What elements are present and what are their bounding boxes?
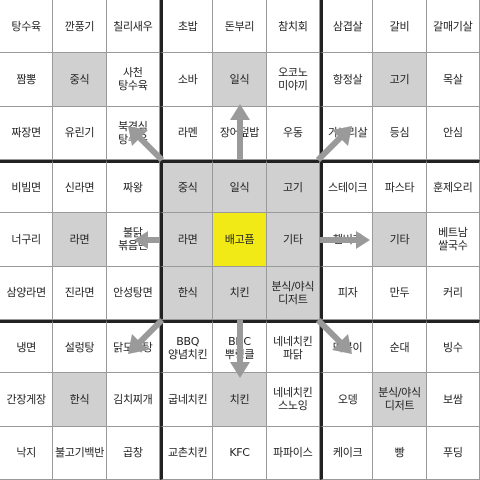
ramen-item-cell: 불닭 볶음면 bbox=[106, 213, 160, 267]
korean-item-cell: 닭도리탕 bbox=[106, 319, 160, 374]
meat-category-cell: 고기 bbox=[373, 53, 427, 107]
snack-item-cell: 오뎅 bbox=[319, 373, 374, 427]
korean-item-cell: 김치찌개 bbox=[106, 373, 160, 427]
japanese-item-cell: 참치회 bbox=[266, 0, 320, 54]
ramen-category-cell: 라면 bbox=[53, 213, 107, 267]
meat-item-cell: 가브리살 bbox=[319, 106, 374, 160]
meat-item-cell: 목살 bbox=[426, 53, 480, 107]
meat-item-cell: 삼겹살 bbox=[319, 0, 374, 54]
japanese-item-cell: 오코노 미야끼 bbox=[266, 53, 320, 107]
japanese-item-cell: 초밥 bbox=[159, 0, 214, 54]
ramen-item-cell: 신라면 bbox=[53, 159, 107, 214]
chicken-item-cell: 교촌치킨 bbox=[159, 426, 214, 480]
chicken-item-cell: 파파이스 bbox=[266, 426, 320, 480]
korean-item-cell: 간장게장 bbox=[0, 373, 54, 427]
japanese-item-cell: 소바 bbox=[159, 53, 214, 107]
chicken-item-cell: 굽네치킨 bbox=[159, 373, 214, 427]
korean-category-cell: 한식 bbox=[53, 373, 107, 427]
chinese-item-cell: 유린기 bbox=[53, 106, 107, 160]
chinese-item-cell: 칠리새우 bbox=[106, 0, 160, 54]
etc-category-cell: 기타 bbox=[373, 213, 427, 267]
chinese-item-cell: 사천 탕수육 bbox=[106, 53, 160, 107]
etc-item-cell: 만두 bbox=[373, 266, 427, 320]
etc-item-cell: 베트남 쌀국수 bbox=[426, 213, 480, 267]
center-category-cell: 기타 bbox=[266, 213, 320, 267]
etc-item-cell: 커리 bbox=[426, 266, 480, 320]
snack-item-cell: 떡볶이 bbox=[319, 319, 374, 374]
ramen-item-cell: 너구리 bbox=[0, 213, 54, 267]
chicken-item-cell: BBQ 양념치킨 bbox=[159, 319, 214, 374]
snack-item-cell: 빙수 bbox=[426, 319, 480, 374]
meat-item-cell: 등심 bbox=[373, 106, 427, 160]
center-category-cell: 일식 bbox=[213, 159, 267, 214]
japanese-item-cell: 라멘 bbox=[159, 106, 214, 160]
chicken-item-cell: 네네치킨 파닭 bbox=[266, 319, 320, 374]
chinese-item-cell: 탕수육 bbox=[0, 0, 54, 54]
meat-item-cell: 안심 bbox=[426, 106, 480, 160]
korean-item-cell: 불고기백반 bbox=[53, 426, 107, 480]
etc-item-cell: 피자 bbox=[319, 266, 374, 320]
ramen-item-cell: 안성탕면 bbox=[106, 266, 160, 320]
chicken-category-cell: 치킨 bbox=[213, 373, 267, 427]
chicken-item-cell: 네네치킨 스노잉 bbox=[266, 373, 320, 427]
chinese-item-cell: 깐풍기 bbox=[53, 0, 107, 54]
chinese-category-cell: 중식 bbox=[53, 53, 107, 107]
center-category-cell: 고기 bbox=[266, 159, 320, 214]
japanese-item-cell: 우동 bbox=[266, 106, 320, 160]
snack-item-cell: 보쌈 bbox=[426, 373, 480, 427]
etc-item-cell: 스테이크 bbox=[319, 159, 374, 214]
chinese-item-cell: 북경식 탕수육 bbox=[106, 106, 160, 160]
japanese-category-cell: 일식 bbox=[213, 53, 267, 107]
center-category-cell: 치킨 bbox=[213, 266, 267, 320]
korean-item-cell: 냉면 bbox=[0, 319, 54, 374]
chinese-item-cell: 짬뽕 bbox=[0, 53, 54, 107]
center-category-cell: 분식/야식 디저트 bbox=[266, 266, 320, 320]
meat-item-cell: 갈비 bbox=[373, 0, 427, 54]
ramen-item-cell: 진라면 bbox=[53, 266, 107, 320]
ramen-item-cell: 삼양라면 bbox=[0, 266, 54, 320]
snack-item-cell: 푸딩 bbox=[426, 426, 480, 480]
korean-item-cell: 설렁탕 bbox=[53, 319, 107, 374]
etc-item-cell: 햄버거 bbox=[319, 213, 374, 267]
korean-item-cell: 곱창 bbox=[106, 426, 160, 480]
snack-category-cell: 분식/야식 디저트 bbox=[373, 373, 427, 427]
ramen-item-cell: 짜왕 bbox=[106, 159, 160, 214]
center-category-cell: 한식 bbox=[159, 266, 214, 320]
etc-item-cell: 파스타 bbox=[373, 159, 427, 214]
etc-item-cell: 훈제오리 bbox=[426, 159, 480, 214]
snack-item-cell: 빵 bbox=[373, 426, 427, 480]
japanese-item-cell: 돈부리 bbox=[213, 0, 267, 54]
korean-item-cell: 낙지 bbox=[0, 426, 54, 480]
chinese-item-cell: 짜장면 bbox=[0, 106, 54, 160]
center-topic-cell: 배고픔 bbox=[213, 213, 267, 267]
snack-item-cell: 케이크 bbox=[319, 426, 374, 480]
snack-item-cell: 순대 bbox=[373, 319, 427, 374]
meat-item-cell: 갈매기살 bbox=[426, 0, 480, 54]
chicken-item-cell: BHC 뿌링클 bbox=[213, 319, 267, 374]
chicken-item-cell: KFC bbox=[213, 426, 267, 480]
center-category-cell: 라면 bbox=[159, 213, 214, 267]
meat-item-cell: 항정살 bbox=[319, 53, 374, 107]
ramen-item-cell: 비빔면 bbox=[0, 159, 54, 214]
center-category-cell: 중식 bbox=[159, 159, 214, 214]
japanese-item-cell: 장어덮밥 bbox=[213, 106, 267, 160]
